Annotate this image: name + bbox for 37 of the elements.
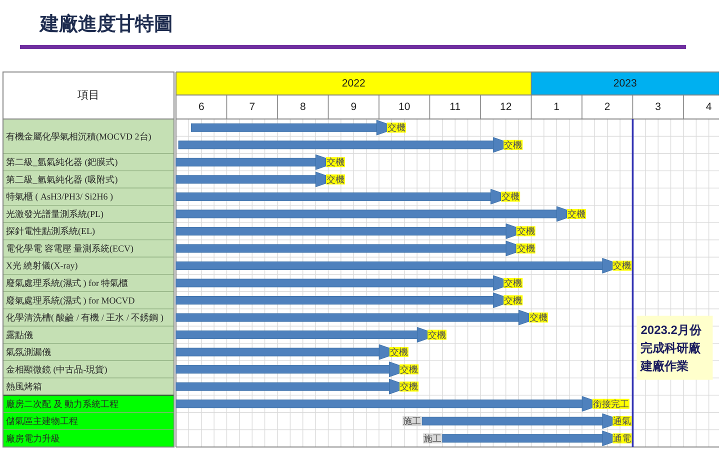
y-tick-label: 廠房二次配 及 動力系統工程 [6,398,118,409]
chart-title: 建廠進度甘特圖 [38,13,173,35]
x-tick-label: 6 [198,101,204,113]
y-tick-label: 第二級_氫氣純化器 (吸附式) [6,174,118,184]
ref-line-label: 2023.2月份完成科研廠建廠作業 [640,322,702,373]
y-tick-label: 電化學電 容電壓 量測系統(ECV) [6,243,134,254]
y-tick-label: 有機金屬化學氣相沉積(MOCVD 2台) [6,131,152,142]
y-tick-label: 儲氣區主建物工程 [6,416,78,426]
y-axis-title: 項目 [78,90,100,102]
y-tick-label: 光激發光譜量測系統(PL) [6,208,104,219]
x2-tick-label: 1 [554,101,560,113]
y-tick-label: X光 繞射儀(X-ray) [6,260,78,271]
y-tick-label: 氣氛測漏儀 [6,347,51,358]
x2-tick-label: 2 [604,101,610,113]
y-tick-label: 熱風烤箱 [6,382,42,392]
y-tick-label: 露點儀 [6,330,33,340]
y-tick-label: 廠房電力升級 [6,433,60,444]
y-tick-label: 廢氣處理系統(濕式 ) for 特氣櫃 [6,278,128,288]
data-label: 通氣 [613,416,632,426]
y-tick-label: 特氣櫃 ( AsH3/PH3/ Si2H6 ) [6,192,114,202]
y-tick-label: 廢氣處理系統(濕式 ) for MOCVD [6,295,136,306]
x2-tick-label: 4 [706,101,712,113]
x-tick-label: 8 [300,101,306,113]
x2-tick-label: 3 [655,101,662,113]
y-tick-label: 金相顯微鏡 (中古品-現貨) [6,364,108,374]
x-tick-label: 9 [350,101,357,113]
x-tick-label: 12 [500,101,512,113]
x-tick-label: 7 [249,101,256,113]
x-axis-title: 2022 [342,78,366,90]
data-label: 通電 [613,433,632,444]
data-label: 交機 [613,260,632,271]
x-tick-label: 11 [450,101,461,113]
y-tick-label: 第二級_氫氣純化器 (鈀膜式) [6,157,118,168]
y-tick-label: 探針電性點測系統(EL) [6,226,95,236]
x-tick-label: 10 [398,101,410,113]
y-tick-label: 化學清洗槽( 酸鹼 / 有機 / 王水 / 不銹鋼 ) [6,312,164,323]
x2-axis-title: 2023 [613,78,637,90]
